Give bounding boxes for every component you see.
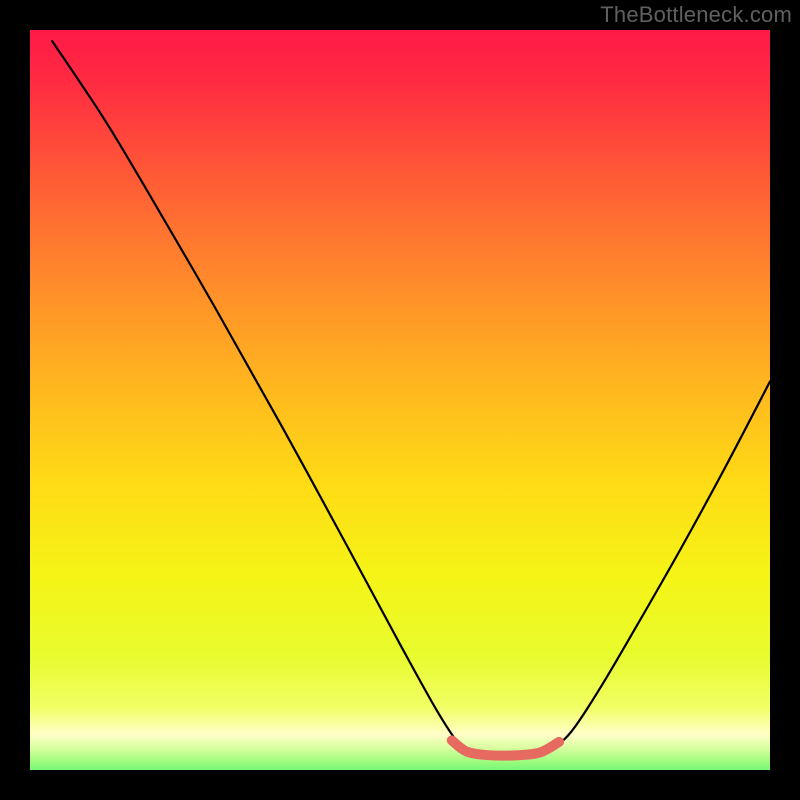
gradient-background [0,0,800,800]
watermark-text: TheBottleneck.com [600,2,792,28]
chart-svg [0,0,800,800]
bottleneck-chart: TheBottleneck.com [0,0,800,800]
